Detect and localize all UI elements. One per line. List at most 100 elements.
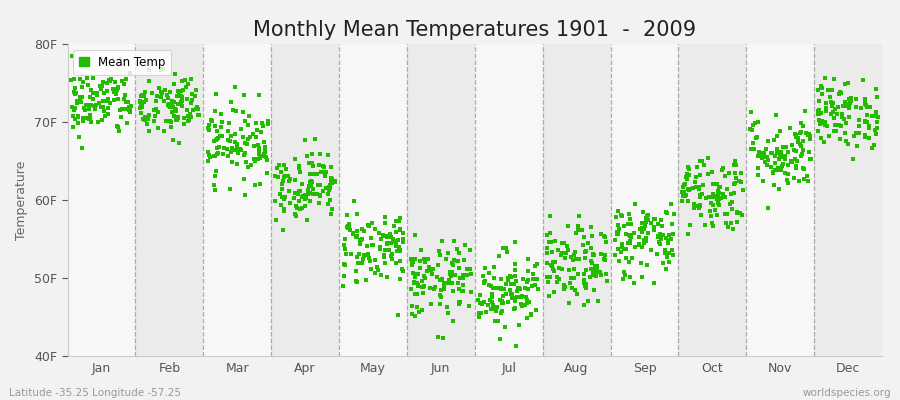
Point — [248, 158, 262, 164]
Point — [178, 83, 193, 90]
Point — [706, 181, 721, 187]
Point — [120, 120, 134, 127]
Point — [317, 164, 331, 170]
Point — [302, 183, 316, 189]
Point — [437, 286, 452, 292]
Point — [780, 180, 795, 186]
Point — [413, 264, 428, 271]
Point — [412, 309, 427, 316]
Point — [282, 187, 296, 194]
Point — [691, 205, 706, 211]
Point — [172, 88, 186, 95]
Point — [743, 109, 758, 115]
Point — [404, 256, 419, 263]
Point — [557, 284, 572, 290]
Point — [428, 284, 442, 290]
Point — [598, 270, 613, 277]
Point — [133, 102, 148, 108]
Point — [796, 165, 810, 172]
Point — [444, 273, 458, 279]
Point — [364, 234, 379, 241]
Point — [710, 211, 724, 218]
Point — [682, 186, 697, 193]
Point — [163, 117, 177, 124]
Point — [686, 184, 700, 191]
Point — [825, 87, 840, 93]
Point — [423, 285, 437, 291]
Point — [212, 150, 226, 156]
Point — [514, 294, 528, 300]
Point — [425, 270, 439, 277]
Point — [764, 164, 778, 170]
Point — [242, 134, 256, 140]
Point — [236, 134, 250, 141]
Point — [101, 96, 115, 102]
Point — [652, 221, 666, 227]
Point — [598, 239, 613, 245]
Point — [550, 279, 564, 286]
Point — [349, 228, 364, 234]
Point — [842, 96, 857, 102]
Point — [544, 274, 558, 280]
Point — [289, 203, 303, 210]
Point — [151, 124, 166, 131]
Point — [634, 229, 649, 235]
Point — [350, 260, 365, 266]
Point — [363, 257, 377, 264]
Point — [299, 194, 313, 201]
Point — [812, 117, 826, 124]
Point — [431, 334, 446, 341]
Bar — [746, 44, 814, 356]
Point — [82, 116, 96, 122]
Point — [496, 244, 510, 251]
Point — [777, 153, 791, 160]
Point — [191, 112, 205, 118]
Point — [843, 95, 858, 102]
Point — [508, 261, 522, 267]
Point — [636, 209, 651, 216]
Point — [598, 256, 612, 262]
Point — [149, 92, 164, 99]
Point — [90, 90, 104, 96]
Point — [409, 271, 423, 278]
Point — [772, 186, 787, 192]
Point — [862, 123, 877, 129]
Point — [620, 221, 634, 227]
Point — [210, 144, 224, 151]
Point — [504, 280, 518, 287]
Point — [572, 255, 586, 262]
Point — [545, 258, 560, 265]
Point — [794, 120, 808, 126]
Point — [499, 290, 513, 297]
Point — [91, 119, 105, 126]
Point — [634, 220, 649, 226]
Point — [251, 92, 266, 98]
Point — [394, 266, 409, 272]
Point — [796, 166, 811, 172]
Point — [310, 182, 325, 188]
Point — [766, 170, 780, 176]
Point — [368, 225, 382, 232]
Point — [452, 299, 466, 305]
Point — [584, 266, 598, 272]
Point — [138, 89, 152, 96]
Point — [356, 256, 371, 263]
Point — [526, 271, 540, 278]
Point — [733, 210, 747, 217]
Point — [408, 232, 422, 238]
Point — [557, 285, 572, 292]
Point — [324, 176, 338, 182]
Point — [383, 234, 398, 240]
Point — [72, 76, 86, 82]
Point — [189, 87, 203, 93]
Point — [616, 241, 630, 247]
Point — [717, 194, 732, 201]
Point — [628, 201, 643, 207]
Point — [593, 268, 608, 275]
Point — [693, 172, 707, 178]
Point — [675, 189, 689, 196]
Point — [252, 147, 266, 154]
Point — [254, 129, 268, 135]
Point — [240, 141, 255, 147]
Point — [473, 310, 488, 316]
